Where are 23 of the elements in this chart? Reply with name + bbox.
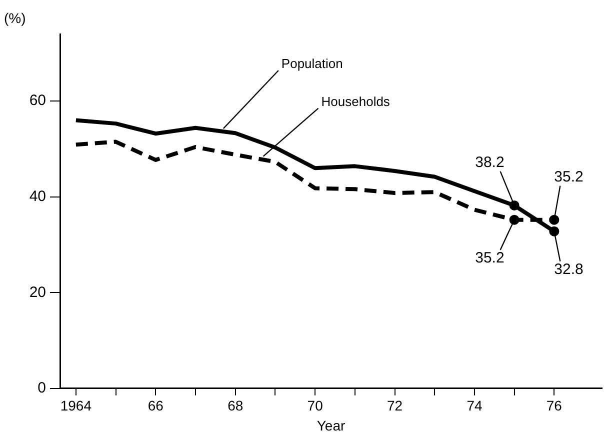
point [549, 226, 560, 236]
x-tick-label: 72 [386, 398, 403, 414]
x-axis-title: Year [316, 417, 346, 434]
x-tick-label: 70 [307, 398, 324, 414]
data-label: 35.2 [475, 249, 504, 266]
text: Population [281, 56, 343, 72]
point [509, 200, 520, 210]
y-tick-label: 20 [29, 284, 46, 301]
x-tick-label: 76 [546, 398, 562, 414]
y-tick-label: 60 [29, 92, 46, 110]
y-tick-label: 0 [38, 380, 46, 397]
data-label: 32.8 [554, 260, 584, 278]
x-tick-label: 66 [148, 398, 164, 414]
x-tick-label: 68 [228, 398, 244, 414]
data-label: 38.2 [475, 154, 504, 172]
data-label: 35.2 [554, 168, 584, 186]
y-axis-title: (%) [4, 10, 26, 26]
y-tick-label: 40 [29, 188, 46, 205]
x-tick-label: 74 [466, 398, 482, 414]
text: Households [321, 94, 390, 109]
point [509, 214, 520, 225]
point [549, 214, 560, 225]
x-tick-label: 1964 [60, 398, 92, 414]
